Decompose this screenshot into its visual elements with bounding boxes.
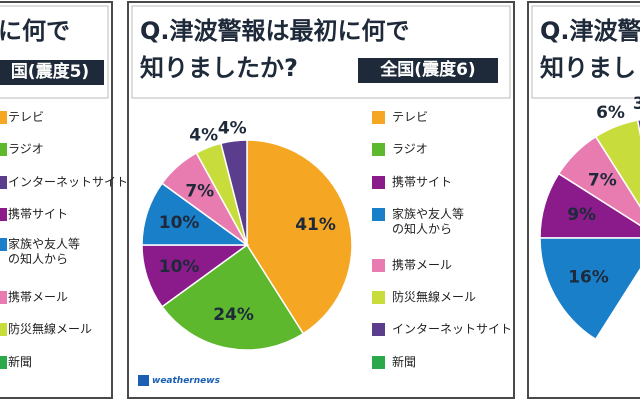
- legend-label: テレビ: [8, 110, 45, 124]
- slice-label: 4%: [218, 118, 247, 138]
- legend-label: 防災無線メール: [392, 290, 477, 304]
- source: weathernews: [152, 376, 220, 386]
- legend-swatch: [372, 176, 385, 189]
- pie-slice: [539, 237, 640, 341]
- badge: 国(震度5): [0, 60, 104, 86]
- legend-label: 携帯サイト: [392, 175, 453, 189]
- legend-label: テレビ: [392, 110, 429, 124]
- slice-label: 10%: [159, 213, 200, 233]
- title-box: [531, 5, 640, 99]
- legend-label: 新聞: [8, 355, 33, 369]
- legend-swatch: [372, 143, 385, 156]
- legend-label: 防災無線メール: [8, 322, 93, 336]
- legend-swatch: [0, 356, 7, 369]
- slice-label: 3%: [633, 94, 640, 114]
- slice-label: 7%: [185, 181, 214, 201]
- slice-label: 4%: [189, 126, 218, 146]
- badge: 全国(震度6): [358, 58, 498, 84]
- legend-label: ラジオ: [392, 142, 428, 156]
- legend-label: 携帯メール: [8, 290, 69, 304]
- legend-label: インターネットサイト: [392, 322, 513, 336]
- legend-swatch: [372, 259, 385, 272]
- slice-label: 9%: [567, 205, 596, 225]
- legend-swatch: [0, 111, 7, 124]
- source-logo: [138, 375, 149, 386]
- legend-swatch: [372, 291, 385, 304]
- legend-swatch: [0, 323, 7, 336]
- slice-label: 7%: [588, 170, 617, 190]
- slice-label: 16%: [568, 267, 609, 287]
- slice-label: 24%: [213, 305, 254, 325]
- slice-label: 6%: [596, 103, 625, 123]
- legend-label: インターネットサイト: [8, 175, 129, 189]
- legend-swatch: [372, 356, 385, 369]
- legend-swatch: [0, 208, 7, 221]
- legend-label: ラジオ: [8, 142, 44, 156]
- title: Q.津波警報は最初に何で: [140, 17, 410, 45]
- legend-label: 新聞: [392, 355, 417, 369]
- title: に何で: [0, 17, 70, 45]
- pie-slice: [161, 243, 305, 351]
- legend-swatch: [0, 238, 7, 251]
- legend-label: 家族や友人等 の知人から: [392, 207, 465, 236]
- title: 知りましたか?: [140, 54, 298, 82]
- slice-label: 41%: [295, 215, 336, 235]
- legend-label: 携帯サイト: [8, 207, 69, 221]
- legend-swatch: [0, 291, 7, 304]
- legend-label: 携帯メール: [392, 258, 453, 272]
- legend-swatch: [372, 208, 385, 221]
- legend-swatch: [372, 111, 385, 124]
- pie-slice: [219, 139, 248, 246]
- title: 知りまし: [540, 54, 636, 82]
- legend-swatch: [0, 176, 7, 189]
- legend-label: 家族や友人等 の知人から: [8, 237, 81, 266]
- title: Q.津波警: [540, 17, 640, 45]
- slice-label: 10%: [159, 257, 200, 277]
- legend-swatch: [0, 143, 7, 156]
- legend-swatch: [372, 323, 385, 336]
